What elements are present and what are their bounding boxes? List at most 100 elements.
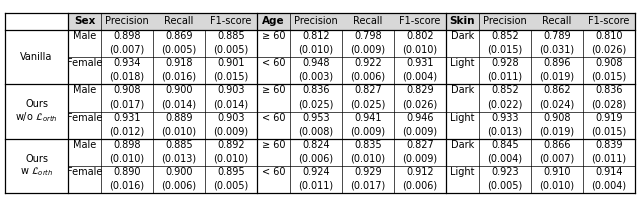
Text: ≥ 60: ≥ 60 — [262, 140, 285, 150]
Text: 0.852: 0.852 — [491, 31, 519, 41]
Text: (0.009): (0.009) — [403, 153, 438, 163]
Text: (0.011): (0.011) — [298, 181, 333, 190]
Text: (0.012): (0.012) — [109, 126, 145, 136]
Text: Ours
w $\mathcal{L}_{orth}$: Ours w $\mathcal{L}_{orth}$ — [20, 153, 53, 178]
Text: Precision: Precision — [294, 16, 338, 27]
Text: Age: Age — [262, 16, 285, 27]
Text: 0.852: 0.852 — [491, 86, 519, 95]
Text: 0.890: 0.890 — [113, 167, 141, 177]
Text: 0.862: 0.862 — [543, 86, 571, 95]
Text: (0.026): (0.026) — [403, 99, 438, 109]
Text: (0.005): (0.005) — [161, 45, 196, 55]
Text: (0.009): (0.009) — [403, 126, 438, 136]
Text: (0.006): (0.006) — [351, 72, 385, 82]
Text: 0.898: 0.898 — [113, 140, 141, 150]
Text: Precision: Precision — [483, 16, 527, 27]
Text: 0.908: 0.908 — [113, 86, 141, 95]
Text: Ours
w/o $\mathcal{L}_{orth}$: Ours w/o $\mathcal{L}_{orth}$ — [15, 99, 58, 124]
Text: (0.005): (0.005) — [213, 181, 248, 190]
Text: 0.914: 0.914 — [595, 167, 623, 177]
Text: (0.005): (0.005) — [213, 45, 248, 55]
Text: 0.869: 0.869 — [165, 31, 193, 41]
Text: F1-score: F1-score — [211, 16, 252, 27]
Text: 0.900: 0.900 — [165, 167, 193, 177]
Text: 0.901: 0.901 — [217, 58, 244, 68]
Text: 0.885: 0.885 — [165, 140, 193, 150]
Text: (0.006): (0.006) — [298, 153, 333, 163]
Text: 0.910: 0.910 — [543, 167, 571, 177]
Text: Recall: Recall — [542, 16, 572, 27]
Text: 0.812: 0.812 — [302, 31, 330, 41]
Text: 0.948: 0.948 — [302, 58, 330, 68]
Text: 0.789: 0.789 — [543, 31, 571, 41]
Text: 0.802: 0.802 — [406, 31, 434, 41]
Text: (0.015): (0.015) — [213, 72, 248, 82]
Text: 0.903: 0.903 — [217, 113, 244, 123]
Text: Light: Light — [451, 167, 475, 177]
Text: 0.836: 0.836 — [302, 86, 330, 95]
Text: (0.009): (0.009) — [213, 126, 248, 136]
Text: (0.003): (0.003) — [298, 72, 333, 82]
Text: 0.919: 0.919 — [595, 113, 623, 123]
Text: Recall: Recall — [353, 16, 383, 27]
Text: (0.024): (0.024) — [540, 99, 575, 109]
Text: (0.004): (0.004) — [488, 153, 523, 163]
Text: Male: Male — [73, 140, 96, 150]
Text: F1-score: F1-score — [399, 16, 441, 27]
Bar — [68, 13, 635, 30]
Text: ≥ 60: ≥ 60 — [262, 31, 285, 41]
Text: 0.908: 0.908 — [543, 113, 571, 123]
Text: (0.013): (0.013) — [161, 153, 196, 163]
Text: (0.006): (0.006) — [161, 181, 196, 190]
Text: 0.896: 0.896 — [543, 58, 571, 68]
Text: 0.810: 0.810 — [595, 31, 623, 41]
Text: Dark: Dark — [451, 86, 474, 95]
Text: Dark: Dark — [451, 31, 474, 41]
Text: (0.016): (0.016) — [161, 72, 196, 82]
Text: (0.006): (0.006) — [403, 181, 438, 190]
Text: (0.018): (0.018) — [109, 72, 145, 82]
Text: F1-score: F1-score — [588, 16, 630, 27]
Text: 0.929: 0.929 — [354, 167, 382, 177]
Text: Sex: Sex — [74, 16, 95, 27]
Text: 0.924: 0.924 — [302, 167, 330, 177]
Text: 0.934: 0.934 — [113, 58, 141, 68]
Text: (0.019): (0.019) — [540, 126, 575, 136]
Text: 0.829: 0.829 — [406, 86, 434, 95]
Text: (0.010): (0.010) — [161, 126, 196, 136]
Text: (0.007): (0.007) — [109, 45, 145, 55]
Text: 0.931: 0.931 — [406, 58, 434, 68]
Text: 0.903: 0.903 — [217, 86, 244, 95]
Text: 0.866: 0.866 — [543, 140, 571, 150]
Text: 0.824: 0.824 — [302, 140, 330, 150]
Text: (0.010): (0.010) — [213, 153, 248, 163]
Text: Male: Male — [73, 31, 96, 41]
Text: (0.009): (0.009) — [351, 126, 385, 136]
Text: 0.923: 0.923 — [491, 167, 519, 177]
Text: < 60: < 60 — [262, 113, 285, 123]
Text: 0.827: 0.827 — [354, 86, 382, 95]
Text: (0.010): (0.010) — [403, 45, 438, 55]
Text: Vanilla: Vanilla — [20, 52, 52, 62]
Text: 0.922: 0.922 — [354, 58, 382, 68]
Text: 0.933: 0.933 — [492, 113, 519, 123]
Text: (0.010): (0.010) — [351, 153, 385, 163]
Text: 0.889: 0.889 — [165, 113, 193, 123]
Text: Light: Light — [451, 113, 475, 123]
Text: (0.031): (0.031) — [540, 45, 575, 55]
Text: 0.918: 0.918 — [165, 58, 193, 68]
Text: (0.028): (0.028) — [591, 99, 627, 109]
Text: 0.885: 0.885 — [217, 31, 245, 41]
Text: (0.010): (0.010) — [540, 181, 575, 190]
Text: (0.004): (0.004) — [591, 181, 627, 190]
Text: Precision: Precision — [105, 16, 149, 27]
Text: (0.005): (0.005) — [488, 181, 523, 190]
Text: 0.827: 0.827 — [406, 140, 434, 150]
Text: (0.014): (0.014) — [213, 99, 248, 109]
Text: Male: Male — [73, 86, 96, 95]
Text: (0.017): (0.017) — [350, 181, 386, 190]
Text: Dark: Dark — [451, 140, 474, 150]
Text: (0.008): (0.008) — [298, 126, 333, 136]
Text: < 60: < 60 — [262, 58, 285, 68]
Text: (0.026): (0.026) — [591, 45, 627, 55]
